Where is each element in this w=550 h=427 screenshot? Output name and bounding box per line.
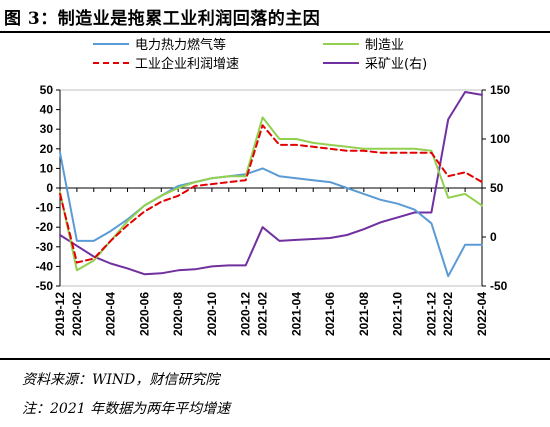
right-tick-label: 100 [490,132,510,146]
x-tick-label: 2020-10 [205,292,219,336]
x-tick-label: 2020-04 [104,292,118,336]
figure-title: 图 3：制造业是拖累工业利润回落的主因 [4,9,321,29]
legend-label: 制造业 [365,38,404,53]
x-tick-label: 2021-04 [289,292,303,336]
x-tick-label: 2020-08 [171,292,185,336]
series-line-4 [59,91,483,276]
left-tick-label: 20 [40,142,54,156]
left-tick-label: -10 [36,201,54,215]
source-note: 资料来源：WIND，财信研究院 [22,372,220,388]
legend-label: 电力热力燃气等 [135,37,226,53]
title-bar: 图 3：制造业是拖累工业利润回落的主因 [0,0,550,33]
left-tick-label: 50 [40,83,54,97]
x-tick-label: 2020-06 [137,292,151,336]
left-tick-label: -50 [36,279,54,293]
x-tick-label: 2022-04 [475,292,489,336]
left-tick-label: 40 [40,103,54,117]
x-tick-label: 2019-12 [53,292,67,336]
legend-label: 工业企业利润增速 [135,56,239,72]
right-tick-label: -50 [490,279,508,293]
left-tick-label: 30 [40,122,54,136]
right-tick-label: 50 [490,181,504,195]
x-axis: 2019-12 2020-02 2020-04 2020-06 2020-08 2020-… [53,187,489,336]
legend-label: 采矿业(右) [365,57,427,72]
series-line-2 [59,116,483,272]
left-tick-label: 10 [40,161,54,175]
title-divider [0,31,550,33]
left-tick-label: 0 [46,181,53,195]
x-tick-label: 2022-02 [441,292,455,336]
x-tick-label: 2020-02 [70,292,84,336]
x-tick-label: 2021-12 [424,292,438,336]
series-lines [59,91,483,278]
x-tick-label: 2021-10 [391,292,405,336]
left-tick-label: -30 [36,240,54,254]
bottom-divider [0,358,550,360]
right-tick-label: 150 [490,83,510,97]
x-tick-label: 2021-06 [323,292,337,336]
series-line-1 [59,151,483,278]
series-line-3 [59,124,483,264]
right-y-axis: -50 0 50 100 150 [481,83,510,293]
x-tick-label: 2021-02 [256,292,270,336]
x-tick-label: 2021-08 [357,292,371,336]
x-tick-label: 2020-12 [239,292,253,336]
left-tick-label: -20 [36,220,54,234]
right-tick-label: 0 [490,230,497,244]
footnote: 注：2021 年数据为两年平均增速 [22,401,231,417]
left-tick-label: -40 [36,259,54,273]
